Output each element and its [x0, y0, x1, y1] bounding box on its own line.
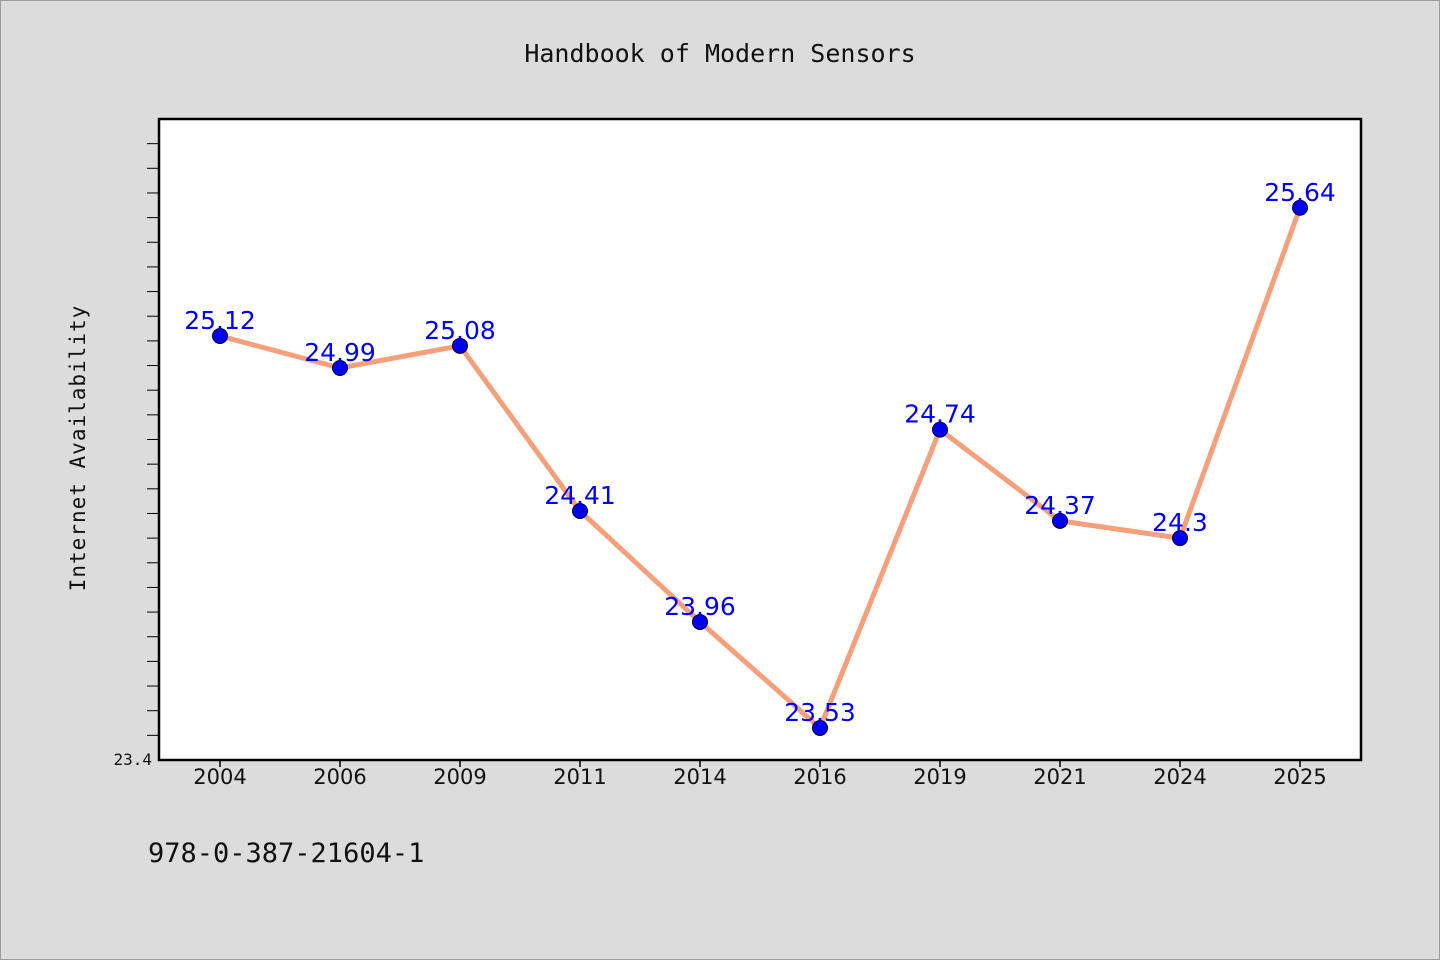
data-label: 25.08 — [424, 316, 496, 345]
x-tick-label: 2006 — [313, 765, 366, 789]
y-tick-label-group: 23.4 — [113, 750, 152, 769]
y-tick-label: 23.4 — [113, 750, 152, 769]
data-label: 24.74 — [904, 400, 976, 429]
data-label: 23.96 — [664, 592, 736, 621]
data-point-marker — [572, 502, 588, 519]
data-point-marker — [812, 719, 828, 736]
x-tick-label: 2004 — [193, 765, 246, 789]
data-point-marker — [1172, 530, 1188, 547]
plot-area — [159, 119, 1361, 760]
data-point-marker — [1292, 199, 1308, 216]
data-label: 24.37 — [1024, 491, 1096, 520]
x-tick-label: 2019 — [913, 765, 966, 789]
marker-group — [212, 199, 1308, 736]
data-label-group: 25.12 24.99 25.08 24.41 23.96 23.53 24.74 24.37… — [184, 178, 1336, 727]
data-label: 24.3 — [1152, 508, 1208, 537]
data-label: 24.99 — [304, 338, 376, 367]
series-line — [217, 205, 1303, 731]
data-point-marker — [1052, 512, 1068, 529]
data-point-marker — [452, 337, 468, 354]
data-point-marker — [692, 613, 708, 630]
x-tick-label: 2021 — [1033, 765, 1086, 789]
data-label: 24.41 — [544, 481, 616, 510]
x-tick-label: 2024 — [1153, 765, 1206, 789]
data-label: 23.53 — [784, 698, 856, 727]
y-axis-label: Internet Availability — [66, 305, 90, 592]
axis-ticks — [147, 143, 1301, 767]
x-tick-label: 2014 — [673, 765, 726, 789]
x-tick-label: 2016 — [793, 765, 846, 789]
data-label: 25.12 — [184, 306, 256, 335]
plot-border — [157, 117, 1363, 762]
x-tick-label: 2009 — [433, 765, 486, 789]
x-tick-label: 2025 — [1273, 765, 1326, 789]
x-tick-label-group: 2004 2006 2009 2011 2014 2016 2019 2021 2024 2025 — [193, 765, 1326, 789]
chart-title: Handbook of Modern Sensors — [524, 39, 915, 68]
x-tick-label: 2011 — [553, 765, 606, 789]
data-point-marker — [932, 421, 948, 438]
isbn-footer: 978-0-387-21604-1 — [148, 838, 424, 869]
data-point-marker — [332, 360, 348, 377]
series-line-group — [217, 205, 1303, 731]
data-label: 25.64 — [1264, 178, 1336, 207]
data-point-marker — [212, 327, 228, 344]
